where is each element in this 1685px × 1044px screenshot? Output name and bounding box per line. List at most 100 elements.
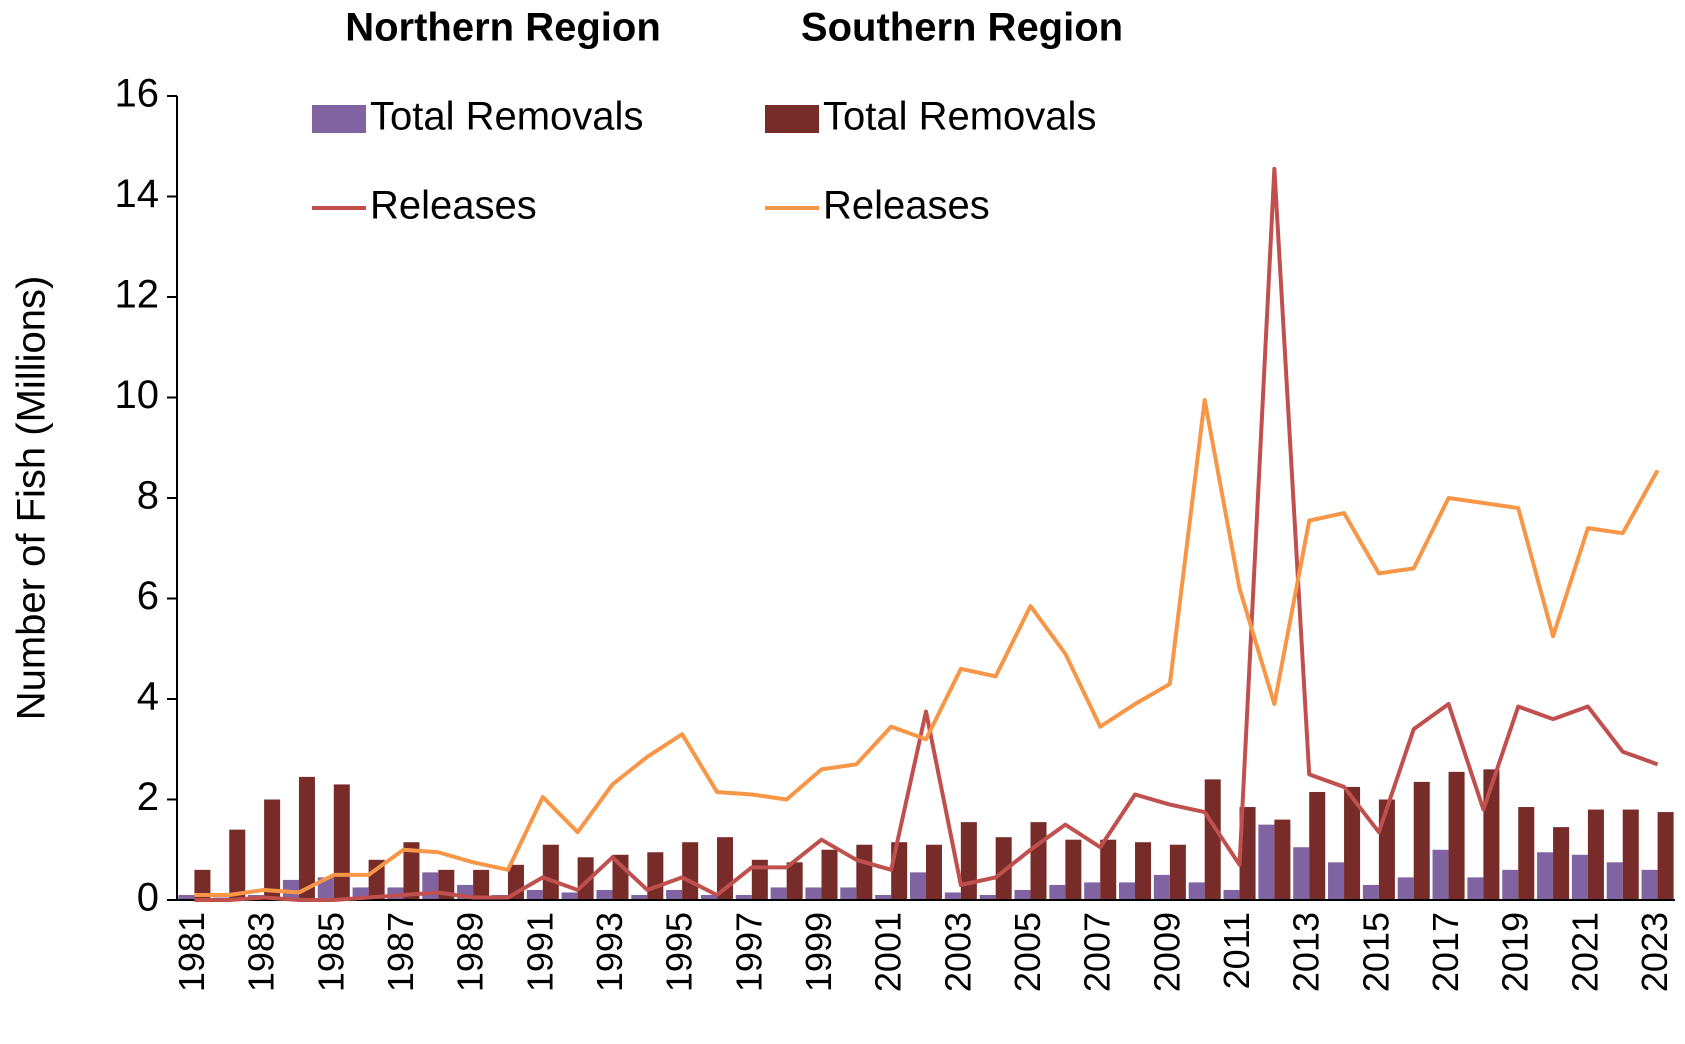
bar xyxy=(1622,809,1639,900)
bar xyxy=(1169,844,1186,900)
bar xyxy=(926,844,943,900)
bar xyxy=(682,842,699,900)
x-tick-label: 1985 xyxy=(310,912,351,992)
x-tick-label: 2023 xyxy=(1634,912,1675,992)
bar xyxy=(1362,884,1379,900)
bar xyxy=(577,857,594,900)
bar xyxy=(1153,874,1170,900)
bar xyxy=(944,892,961,900)
bar xyxy=(1502,869,1519,900)
x-tick-label: 1991 xyxy=(519,912,560,992)
bar xyxy=(1448,771,1465,900)
x-tick-label: 2011 xyxy=(1216,912,1257,989)
legend-label: Total Removals xyxy=(823,95,1096,139)
bar xyxy=(647,852,664,900)
y-tick-label: 6 xyxy=(137,574,159,618)
bar xyxy=(403,842,420,900)
bar xyxy=(700,894,717,900)
bar xyxy=(1413,781,1430,900)
bar xyxy=(178,894,195,900)
bar xyxy=(1537,852,1554,900)
bar xyxy=(1641,869,1658,900)
bar xyxy=(770,887,787,900)
legend-label: Total Removals xyxy=(370,95,643,139)
x-tick-label: 2017 xyxy=(1425,912,1466,992)
bar xyxy=(194,869,211,900)
bar xyxy=(1571,854,1588,900)
x-tick-label: 2003 xyxy=(937,912,978,992)
line xyxy=(194,166,1659,902)
bar xyxy=(1467,877,1484,900)
bar xyxy=(1344,786,1361,900)
bar xyxy=(1239,807,1256,900)
bar xyxy=(1553,827,1570,900)
x-tick-label: 1981 xyxy=(171,912,212,992)
x-tick-label: 1983 xyxy=(241,912,282,992)
y-tick-label: 14 xyxy=(115,172,160,216)
bar xyxy=(1100,839,1117,900)
bar xyxy=(1030,822,1047,900)
x-tick-label: 2015 xyxy=(1355,912,1396,992)
y-tick-label: 2 xyxy=(137,775,159,819)
bar xyxy=(1309,791,1326,900)
legend-swatch xyxy=(765,105,819,133)
x-tick-label: 1993 xyxy=(589,912,630,992)
bar xyxy=(631,894,648,900)
x-tick-label: 1997 xyxy=(728,912,769,992)
y-tick-label: 12 xyxy=(115,273,160,317)
x-tick-label: 1989 xyxy=(450,912,491,992)
bar xyxy=(786,862,803,900)
y-tick-label: 4 xyxy=(137,675,159,719)
x-tick-label: 2013 xyxy=(1286,912,1327,992)
bar xyxy=(960,822,977,900)
bar xyxy=(1587,809,1604,900)
bar xyxy=(1258,824,1275,900)
x-tick-label: 1987 xyxy=(380,912,421,992)
bar xyxy=(805,887,822,900)
legend-swatch xyxy=(312,105,366,133)
bar xyxy=(1328,862,1345,900)
bar xyxy=(1014,889,1031,900)
bar xyxy=(1188,882,1205,900)
bar xyxy=(422,872,439,900)
y-axis-label: Number of Fish (Millions) xyxy=(10,276,54,721)
bar xyxy=(856,844,873,900)
bar xyxy=(979,894,996,900)
bar xyxy=(821,849,838,900)
bar xyxy=(1049,884,1066,900)
bar xyxy=(1204,779,1221,900)
bar xyxy=(1065,839,1082,900)
bar xyxy=(473,869,490,900)
bar xyxy=(735,894,752,900)
bar xyxy=(1223,889,1240,900)
bar xyxy=(1397,877,1414,900)
bar xyxy=(840,887,857,900)
x-tick-label: 2021 xyxy=(1564,912,1605,992)
bar xyxy=(526,889,543,900)
y-tick-label: 0 xyxy=(137,876,159,920)
y-tick-label: 10 xyxy=(115,373,160,417)
bar xyxy=(666,889,683,900)
bar xyxy=(333,784,350,900)
bar xyxy=(264,799,281,900)
bar xyxy=(1606,862,1623,900)
line xyxy=(194,398,1660,897)
bar xyxy=(1118,882,1136,900)
bar xyxy=(561,892,578,900)
bar xyxy=(1518,807,1535,900)
bar xyxy=(542,844,559,900)
x-tick-label: 2007 xyxy=(1077,912,1118,992)
x-tick-label: 1999 xyxy=(798,912,839,992)
legend-heading: Southern Region xyxy=(801,6,1123,50)
bar xyxy=(751,859,768,900)
legend-label: Releases xyxy=(370,184,537,228)
bar xyxy=(1657,812,1674,900)
x-tick-label: 2001 xyxy=(868,912,909,992)
x-tick-label: 2005 xyxy=(1007,912,1048,992)
bar xyxy=(1432,849,1449,900)
bar xyxy=(875,894,892,900)
legend-heading: Northern Region xyxy=(345,6,661,50)
bar xyxy=(1084,882,1101,900)
y-tick-label: 16 xyxy=(115,72,160,116)
